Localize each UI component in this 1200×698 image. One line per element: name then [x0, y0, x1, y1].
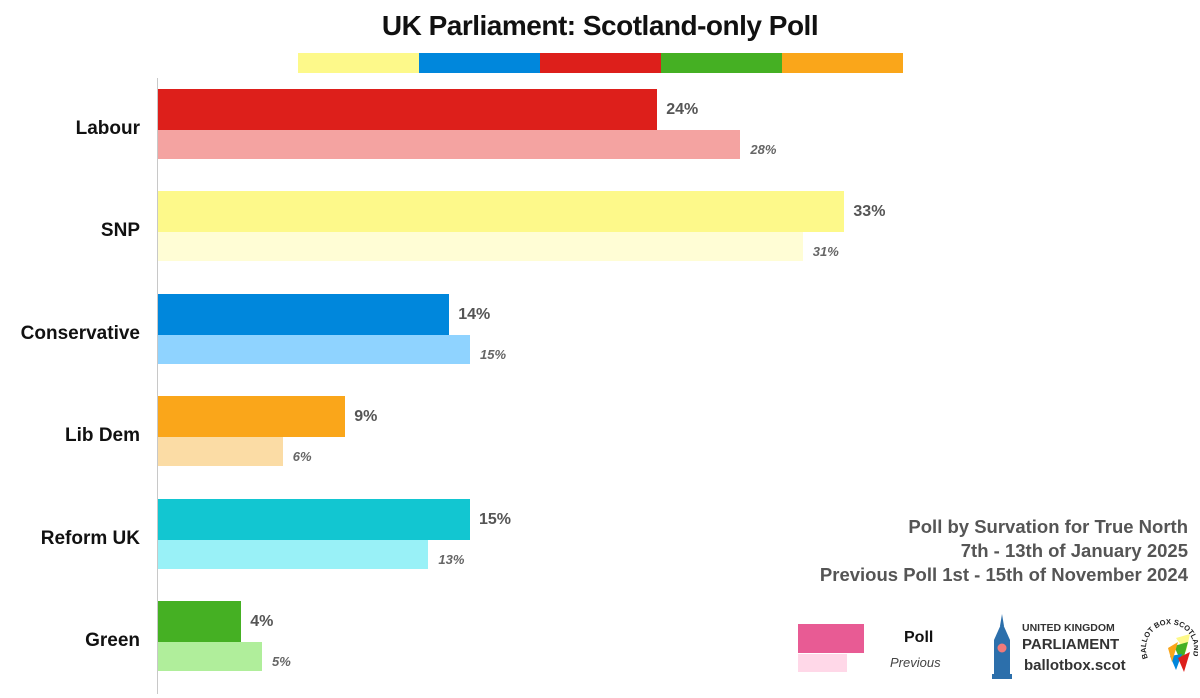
bar-previous-labour — [158, 130, 741, 159]
ballot-box-scotland-logo: BALLOT BOX SCOTLAND — [1139, 617, 1198, 672]
category-label-conservative: Conservative — [20, 322, 140, 344]
value-label-previous-snp: 31% — [812, 244, 839, 260]
brand-site: ballotbox.scot — [1024, 657, 1126, 674]
category-label-lib-dem: Lib Dem — [65, 425, 140, 447]
category-label-labour: Labour — [75, 118, 140, 139]
y-axis-line — [157, 78, 158, 694]
header-color-strip — [298, 53, 903, 73]
value-label-previous-conservative: 15% — [480, 346, 507, 362]
strip-segment-3 — [661, 53, 782, 73]
bar-previous-conservative — [158, 334, 470, 364]
bar-previous-reform-uk — [158, 539, 429, 569]
legend-poll-swatch — [798, 624, 864, 653]
value-label-poll-lib-dem: 9% — [354, 408, 378, 426]
bar-previous-lib-dem — [158, 437, 283, 467]
value-label-previous-labour: 28% — [750, 142, 777, 157]
bar-poll-labour — [158, 89, 658, 130]
category-label-snp: SNP — [100, 220, 140, 242]
strip-segment-0 — [298, 53, 419, 73]
value-label-previous-green: 5% — [272, 654, 291, 669]
category-label-reform-uk: Reform UK — [40, 527, 140, 549]
bar-poll-lib-dem — [158, 396, 346, 438]
category-label-green: Green — [85, 630, 140, 651]
bar-poll-snp — [158, 191, 845, 233]
legend-previous-label: Previous — [890, 655, 941, 670]
value-label-poll-labour: 24% — [666, 101, 699, 118]
bar-poll-green — [158, 601, 242, 642]
brand-uk: UNITED KINGDOM — [1022, 622, 1115, 634]
poll-info-previous: Previous Poll 1st - 15th of November 202… — [819, 564, 1188, 585]
chart-title: UK Parliament: Scotland-only Poll — [381, 10, 819, 41]
poll-info: Poll by Survation for True North 7th - 1… — [820, 515, 1188, 587]
value-label-poll-green: 4% — [250, 613, 274, 630]
legend-previous-swatch — [798, 654, 847, 672]
value-label-poll-snp: 33% — [853, 203, 886, 221]
poll-info-source: Poll by Survation for True North — [908, 516, 1188, 537]
bar-poll-conservative — [158, 293, 450, 335]
strip-segment-2 — [540, 53, 661, 73]
brand-parliament: PARLIAMENT — [1022, 636, 1120, 653]
strip-segment-4 — [782, 53, 903, 73]
value-label-previous-lib-dem: 6% — [292, 449, 312, 465]
bar-previous-snp — [158, 232, 803, 262]
strip-segment-1 — [419, 53, 540, 73]
value-label-poll-reform-uk: 15% — [479, 510, 512, 528]
legend-poll-label: Poll — [904, 629, 934, 646]
bar-poll-reform-uk — [158, 498, 470, 540]
poll-info-dates: 7th - 13th of January 2025 — [960, 540, 1188, 561]
big-ben-icon — [992, 614, 1012, 679]
value-label-previous-reform-uk: 13% — [438, 551, 465, 567]
bar-previous-green — [158, 642, 262, 671]
value-label-poll-conservative: 14% — [458, 305, 491, 323]
